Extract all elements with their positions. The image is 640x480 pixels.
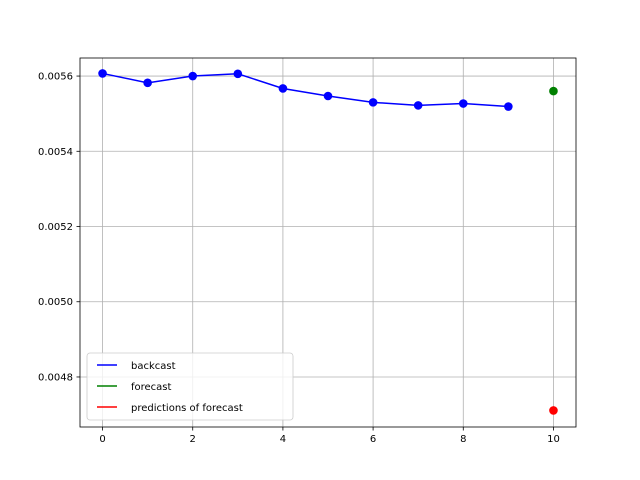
series-layer: [98, 69, 558, 415]
legend-label: predictions of forecast: [131, 403, 243, 414]
data-point: [504, 102, 513, 111]
data-point: [549, 406, 558, 415]
data-point: [368, 98, 378, 107]
data-point: [278, 84, 288, 93]
x-tick-label: 4: [280, 434, 286, 445]
data-point: [98, 69, 107, 78]
data-point: [143, 78, 152, 88]
x-tick-label: 10: [547, 434, 560, 445]
legend-label: backcast: [131, 361, 176, 372]
data-point: [233, 69, 243, 79]
plot-frame: [79, 57, 577, 428]
y-tick-label: 0.0052: [38, 222, 73, 233]
data-point: [188, 71, 198, 81]
legend-label: forecast: [131, 382, 172, 393]
legend: backcast forecast predictions of forecast: [86, 352, 294, 421]
series-line-0: [102, 72, 509, 108]
grid-lines: [80, 58, 576, 427]
x-tick-label: 2: [190, 434, 196, 445]
y-tick-label: 0.0048: [38, 372, 73, 383]
x-tick-label: 6: [370, 434, 376, 445]
data-point: [549, 86, 558, 96]
y-tick-label: 0.0050: [38, 297, 73, 308]
x-tick-label: 8: [460, 434, 466, 445]
y-tick-label: 0.0054: [38, 147, 73, 158]
data-point: [323, 91, 333, 101]
axes: 0 2 4 6 8 10 0.0048 0.0050 0.0052 0.0054 0.0056: [38, 72, 560, 445]
legend-box: [86, 352, 294, 421]
y-tick-label: 0.0056: [38, 72, 73, 83]
data-point: [413, 101, 423, 110]
x-tick-label: 0: [99, 434, 105, 445]
data-point: [458, 99, 468, 108]
